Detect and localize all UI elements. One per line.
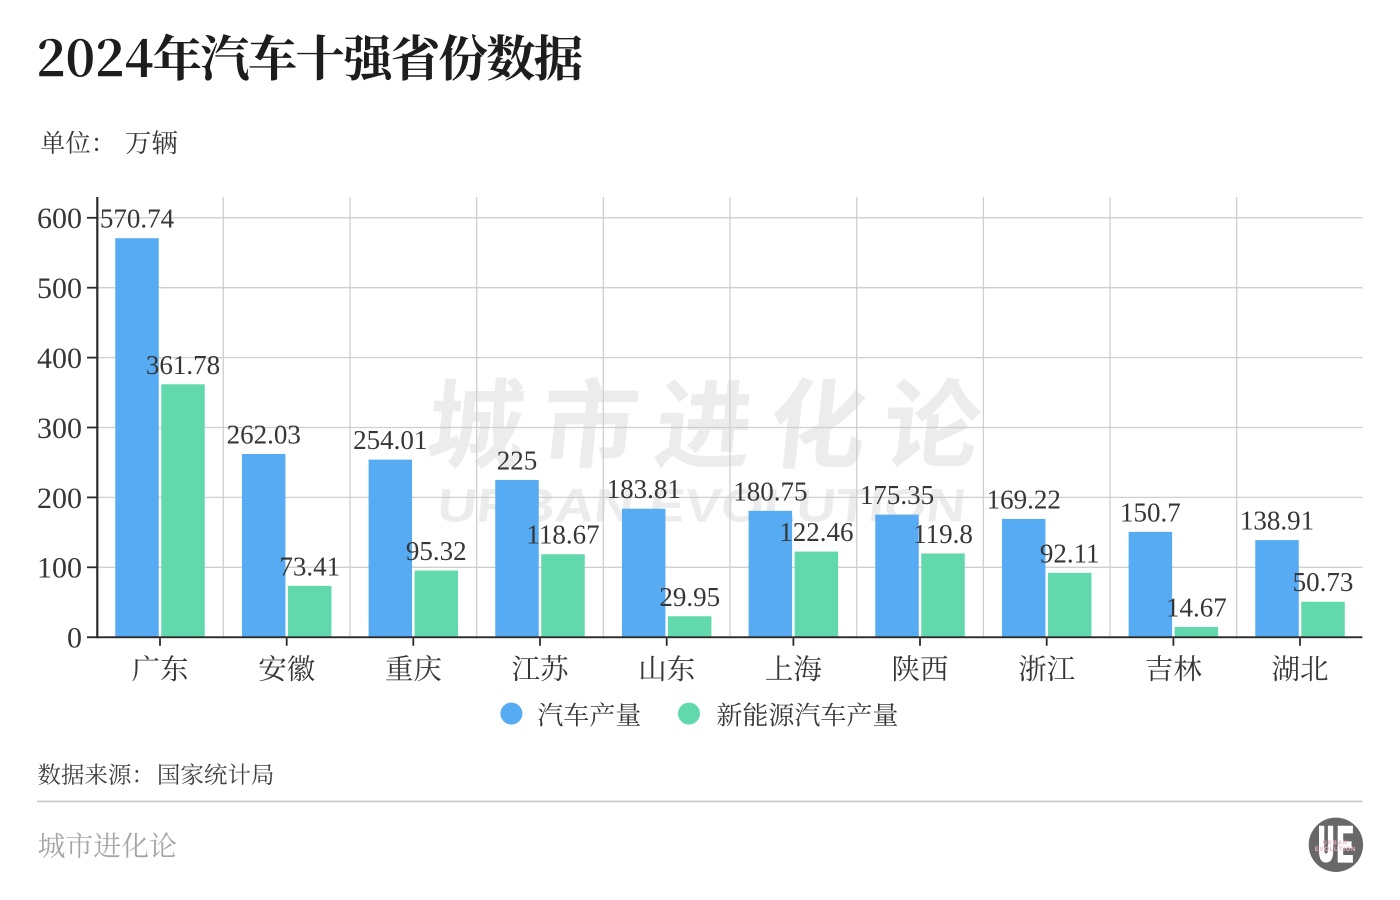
- svg-text:138.91: 138.91: [1240, 506, 1314, 536]
- svg-text:122.46: 122.46: [779, 517, 853, 547]
- svg-text:225: 225: [497, 445, 538, 475]
- svg-text:180.75: 180.75: [733, 476, 807, 506]
- svg-text:0: 0: [67, 622, 82, 655]
- svg-text:100: 100: [37, 552, 82, 585]
- svg-text:169.22: 169.22: [987, 484, 1061, 514]
- svg-text:500: 500: [37, 272, 82, 305]
- svg-text:200: 200: [37, 482, 82, 515]
- svg-text:118.67: 118.67: [526, 520, 599, 550]
- svg-text:361.78: 361.78: [146, 350, 220, 380]
- svg-text:183.81: 183.81: [607, 474, 681, 504]
- svg-text:600: 600: [37, 202, 82, 235]
- svg-text:119.8: 119.8: [913, 519, 973, 549]
- svg-text:400: 400: [37, 342, 82, 375]
- svg-text:EVOLUTION: EVOLUTION: [1315, 847, 1356, 853]
- svg-text:92.11: 92.11: [1040, 538, 1100, 568]
- svg-text:95.32: 95.32: [406, 536, 467, 566]
- svg-text:300: 300: [37, 412, 82, 445]
- svg-text:29.95: 29.95: [659, 582, 720, 612]
- svg-text:262.03: 262.03: [227, 420, 301, 450]
- svg-text:570.74: 570.74: [100, 204, 175, 234]
- svg-text:73.41: 73.41: [279, 551, 340, 581]
- svg-text:254.01: 254.01: [353, 425, 427, 455]
- svg-text:150.7: 150.7: [1120, 497, 1181, 527]
- svg-text:175.35: 175.35: [860, 480, 934, 510]
- svg-text:14.67: 14.67: [1166, 592, 1227, 622]
- svg-text:50.73: 50.73: [1293, 567, 1354, 597]
- svg-text:URBAN: URBAN: [1323, 840, 1348, 846]
